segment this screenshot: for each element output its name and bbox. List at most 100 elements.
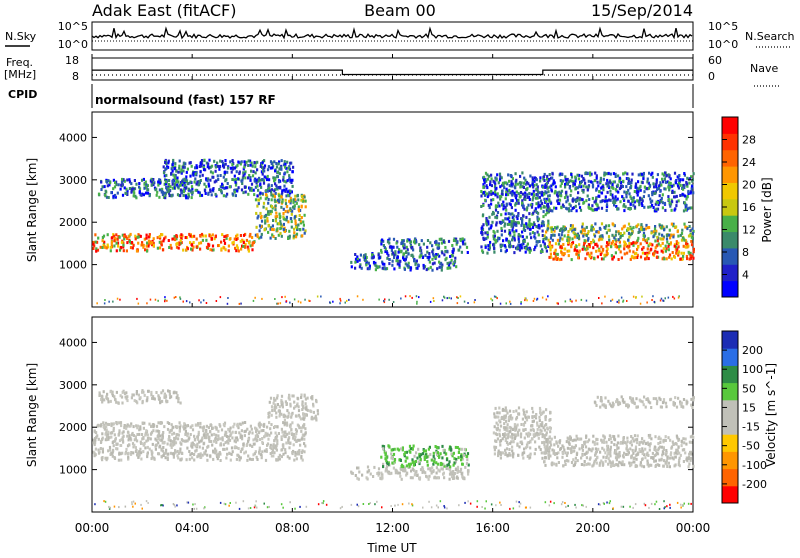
power-point [118,183,120,186]
power-point [529,185,531,188]
power-scatter [92,159,695,305]
power-point [440,266,442,269]
power-near-range-point [198,299,200,301]
power-point [591,204,593,207]
power-point [627,228,629,231]
velocity-point [214,448,216,451]
power-point [641,173,643,176]
power-point [259,229,261,232]
power-point [626,191,628,194]
velocity-point [158,452,160,455]
power-point [527,204,529,207]
velocity-point [494,425,496,428]
velocity-point [226,453,228,456]
power-point [305,200,307,203]
power-point [500,245,502,248]
power-point [275,204,277,207]
power-near-range-point [175,296,177,298]
power-point [518,192,520,195]
velocity-point [530,424,532,427]
power-point [148,236,150,239]
power-point [377,265,379,268]
power-ylabel: Slant Range [km] [25,158,39,262]
power-point [215,170,217,173]
power-point [678,174,680,177]
power-point [489,206,491,209]
power-point [235,194,237,197]
power-colorbar-tick-label: 28 [742,134,756,147]
velocity-point [466,455,468,458]
power-point [574,248,576,251]
velocity-point [466,462,468,465]
power-point [461,251,463,254]
power-point [426,268,428,271]
power-near-range-point [448,297,450,299]
velocity-point [464,466,466,469]
power-point [513,218,515,221]
power-point [610,193,612,196]
power-near-range-point [411,297,413,299]
power-point [514,192,516,195]
power-point [495,187,497,190]
power-point [404,268,406,271]
power-point [173,167,175,170]
power-point [369,265,371,268]
velocity-point [167,456,169,459]
velocity-point [133,425,135,428]
power-point [141,179,143,182]
power-point [662,206,664,209]
power-point [159,235,161,238]
power-point [368,262,370,265]
velocity-point [403,453,405,456]
power-point [264,175,266,178]
power-point [525,251,527,254]
velocity-point [239,423,241,426]
power-point [549,194,551,197]
velocity-point [144,394,146,397]
power-point [535,188,537,191]
power-point [274,177,276,180]
velocity-point [208,426,210,429]
power-point [576,249,578,252]
power-point [585,185,587,188]
power-point [160,241,162,244]
power-colorbar-swatch [722,117,738,134]
velocity-point [191,452,193,455]
power-point [524,179,526,182]
velocity-point [525,428,527,431]
power-point [267,189,269,192]
power-point [203,159,205,162]
power-near-range-point [442,299,444,301]
power-point [631,255,633,258]
power-near-range-point [416,301,418,303]
velocity-point [125,448,127,451]
velocity-point [437,451,439,454]
power-point [587,237,589,240]
power-point [296,202,298,205]
power-point [658,233,660,236]
velocity-point [141,391,143,394]
velocity-point [452,477,454,480]
velocity-point [153,457,155,460]
power-point [555,242,557,245]
power-point [414,260,416,263]
power-point [689,258,691,261]
velocity-point [179,448,181,451]
power-point [302,221,304,224]
velocity-point [259,449,261,452]
power-near-range-point [604,296,606,298]
velocity-point [438,456,440,459]
power-point [187,193,189,196]
power-point [522,240,524,243]
velocity-point [191,456,193,459]
velocity-point [267,438,269,441]
power-point [393,238,395,241]
power-point [284,172,286,175]
power-point [135,183,137,186]
velocity-point [161,400,163,403]
velocity-point [437,469,439,472]
power-point [541,191,543,194]
power-point [521,171,523,174]
velocity-point [414,455,416,458]
velocity-point [147,437,149,440]
